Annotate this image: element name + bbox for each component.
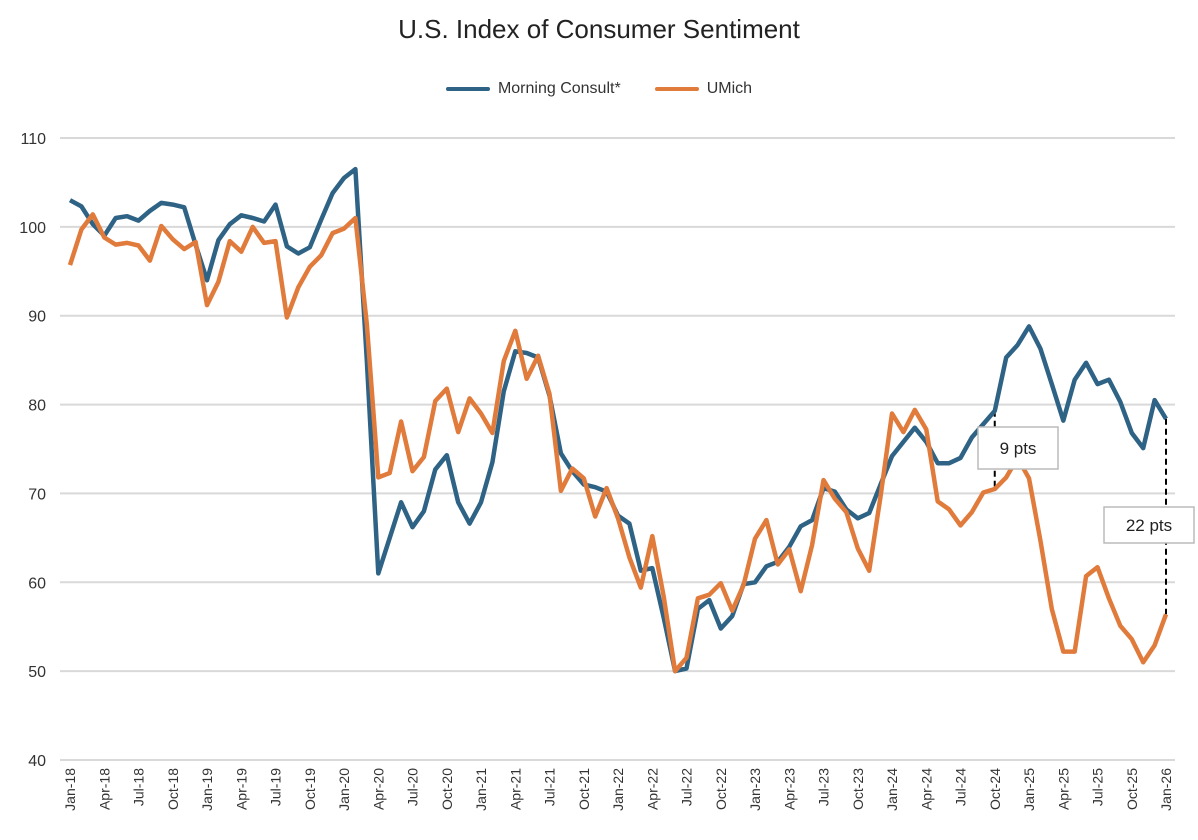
y-tick-label: 90 bbox=[28, 309, 46, 326]
x-tick-label: Apr-20 bbox=[370, 768, 386, 810]
legend: Morning Consult* UMich bbox=[0, 80, 1198, 98]
annotation-label: 22 pts bbox=[1126, 516, 1172, 535]
x-tick-label: Jan-25 bbox=[1021, 768, 1037, 811]
x-tick-label: Jul-23 bbox=[816, 768, 832, 806]
y-tick-label: 50 bbox=[28, 664, 46, 681]
x-tick-label: Oct-22 bbox=[713, 768, 729, 810]
x-tick-label: Jan-19 bbox=[199, 768, 215, 811]
x-tick-label: Oct-21 bbox=[576, 768, 592, 810]
x-tick-label: Jul-22 bbox=[679, 768, 695, 806]
legend-swatch-umich bbox=[654, 87, 699, 91]
x-tick-label: Jul-25 bbox=[1090, 768, 1106, 806]
annotation-box bbox=[1103, 506, 1195, 544]
x-tick-label: Oct-24 bbox=[987, 768, 1003, 810]
x-tick-label: Oct-25 bbox=[1124, 768, 1140, 810]
x-tick-label: Apr-23 bbox=[781, 768, 797, 810]
legend-label-morning-consult: Morning Consult* bbox=[497, 80, 621, 97]
x-tick-label: Jul-24 bbox=[953, 768, 969, 806]
x-tick-label: Oct-18 bbox=[165, 768, 181, 810]
x-tick-label: Jan-26 bbox=[1158, 768, 1174, 811]
legend-item-umich: UMich bbox=[654, 80, 753, 98]
x-tick-label: Apr-25 bbox=[1055, 768, 1071, 810]
x-tick-label: Apr-22 bbox=[644, 768, 660, 810]
legend-item-morning-consult: Morning Consult* bbox=[445, 80, 621, 98]
series-line-umich bbox=[67, 212, 1169, 674]
x-tick-label: Jan-20 bbox=[336, 768, 352, 811]
x-tick-label: Jul-20 bbox=[405, 768, 421, 806]
x-tick-label: Apr-18 bbox=[96, 768, 112, 810]
y-tick-label: 110 bbox=[20, 131, 46, 148]
y-tick-label: 80 bbox=[28, 398, 46, 415]
x-tick-label: Apr-19 bbox=[233, 768, 249, 810]
x-tick-label: Jul-21 bbox=[542, 768, 558, 806]
x-tick-label: Jan-21 bbox=[473, 768, 489, 811]
y-tick-label: 100 bbox=[19, 220, 46, 237]
x-tick-label: Jul-18 bbox=[131, 768, 147, 806]
y-tick-label: 60 bbox=[28, 575, 46, 592]
x-tick-label: Oct-23 bbox=[850, 768, 866, 810]
x-tick-label: Jan-18 bbox=[62, 768, 78, 811]
x-tick-label: Oct-19 bbox=[302, 768, 318, 810]
y-tick-label: 70 bbox=[28, 486, 46, 503]
annotation-label: 9 pts bbox=[1000, 439, 1037, 458]
chart-title: U.S. Index of Consumer Sentiment bbox=[398, 14, 800, 44]
x-tick-label: Jan-24 bbox=[884, 768, 900, 811]
x-tick-label: Oct-20 bbox=[439, 768, 455, 810]
legend-swatch-morning-consult bbox=[445, 87, 490, 91]
annotation-box bbox=[977, 426, 1059, 470]
x-tick-label: Apr-24 bbox=[918, 768, 934, 810]
legend-label-umich: UMich bbox=[706, 80, 753, 97]
x-tick-label: Jul-19 bbox=[268, 768, 284, 806]
x-tick-label: Apr-21 bbox=[507, 768, 523, 810]
x-tick-label: Jan-22 bbox=[610, 768, 626, 811]
y-tick-label: 40 bbox=[28, 753, 46, 770]
x-tick-label: Jan-23 bbox=[747, 768, 763, 811]
